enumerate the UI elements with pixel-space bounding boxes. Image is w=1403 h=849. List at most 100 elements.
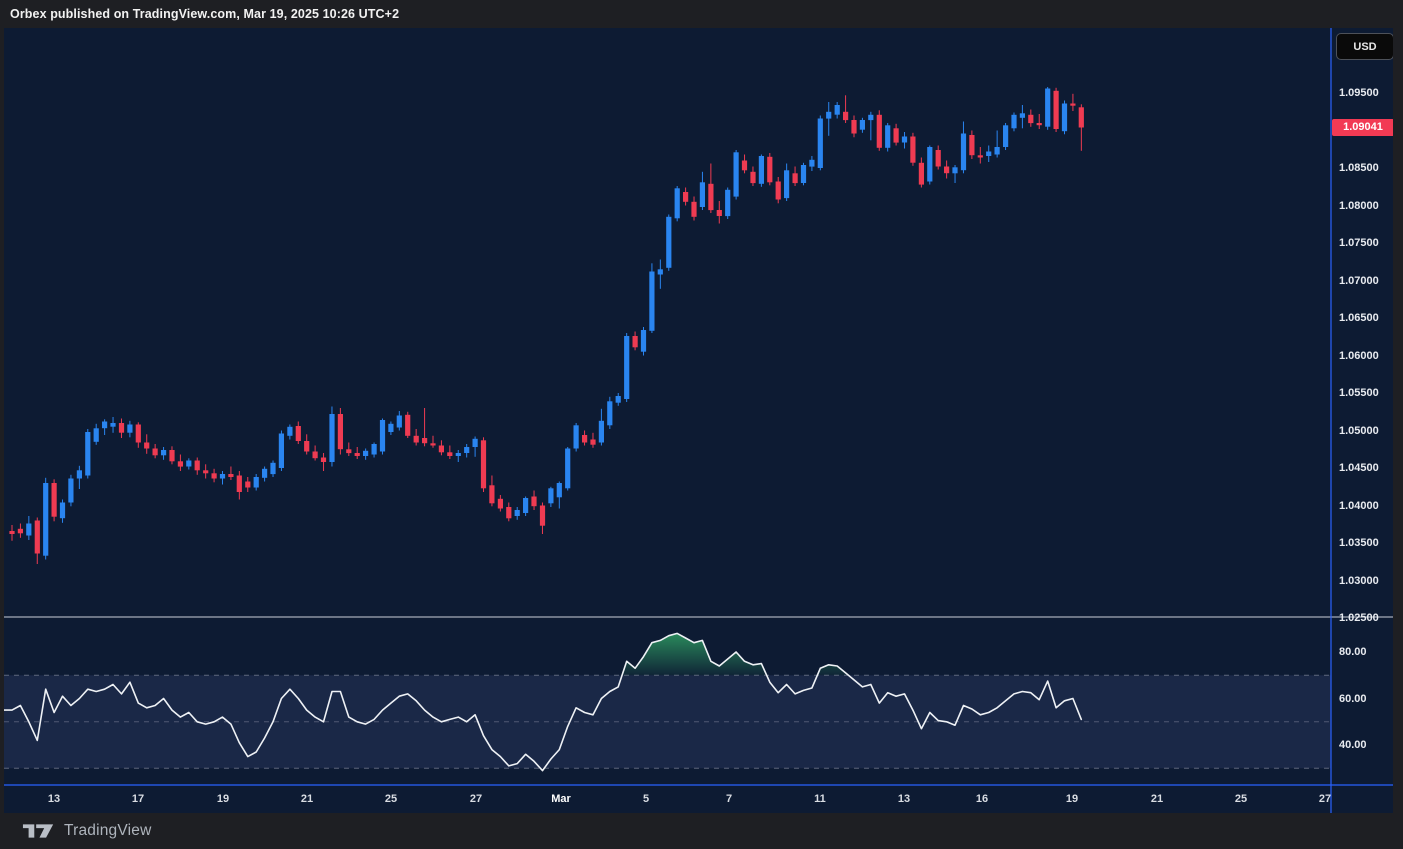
candle	[944, 160, 950, 179]
time-tick: 19	[1065, 793, 1079, 805]
candlestick-chart	[4, 28, 1393, 813]
candle	[161, 447, 167, 460]
candle	[750, 166, 756, 186]
rsi-line	[4, 632, 1083, 772]
candle	[26, 516, 32, 540]
candle	[102, 419, 108, 435]
candle	[607, 396, 613, 429]
candle	[691, 196, 697, 221]
candle	[868, 111, 874, 141]
candle	[632, 331, 638, 351]
candle	[1003, 123, 1009, 150]
candle	[422, 408, 428, 447]
time-tick: 27	[1318, 793, 1332, 805]
candle	[447, 445, 453, 459]
time-tick: 13	[47, 793, 61, 805]
candle	[960, 121, 967, 174]
candle	[994, 130, 1000, 158]
candle	[228, 466, 234, 480]
candle	[337, 408, 343, 455]
candle	[169, 446, 175, 465]
candle	[514, 507, 520, 520]
candle	[573, 423, 579, 452]
candle	[539, 502, 546, 534]
candle	[211, 468, 217, 483]
candle	[329, 406, 335, 467]
candle	[666, 214, 672, 271]
brand-text: TradingView	[64, 822, 152, 839]
rsi-band	[4, 675, 1331, 769]
candle	[809, 156, 815, 171]
chart-canvas[interactable]: 1.09500 1.08500 1.08000 1.07500 1.07000 1.065…	[4, 28, 1393, 813]
time-tick: 7	[725, 793, 733, 805]
candle	[952, 165, 958, 183]
candle	[506, 502, 512, 522]
candle	[733, 150, 739, 200]
candle	[556, 481, 562, 509]
candle	[438, 440, 444, 456]
candle	[901, 132, 908, 149]
time-tick: 25	[384, 793, 398, 805]
candle	[76, 465, 82, 489]
candle	[531, 490, 537, 510]
tradingview-logo-icon[interactable]	[22, 819, 56, 843]
candle	[708, 163, 714, 213]
candle	[1019, 105, 1025, 129]
candle	[135, 422, 141, 448]
price-tick: 1.06500	[1339, 312, 1379, 325]
candle	[624, 333, 630, 402]
candle	[565, 447, 571, 491]
price-tick: 1.06000	[1339, 349, 1379, 362]
rsi-overbought-fill	[817, 664, 849, 676]
price-tick: 1.09500	[1339, 87, 1379, 100]
candle	[843, 95, 849, 123]
candle	[43, 477, 49, 560]
price-tick: 1.04500	[1339, 462, 1379, 475]
candles-series	[9, 87, 1084, 564]
candle	[236, 471, 242, 500]
candle	[472, 436, 478, 457]
candle	[725, 187, 731, 219]
candle	[203, 464, 209, 479]
candle	[320, 453, 327, 471]
candle	[59, 499, 66, 523]
candle	[287, 424, 293, 440]
price-tick: 1.08000	[1339, 199, 1379, 212]
currency-button[interactable]: USD	[1336, 33, 1393, 60]
price-tick: 1.07000	[1339, 274, 1379, 287]
rsi-overbought-fill	[622, 633, 767, 676]
candle	[312, 445, 318, 461]
time-tick: 11	[814, 793, 826, 805]
candle	[1061, 100, 1068, 135]
candle	[405, 411, 411, 438]
candle	[363, 448, 369, 460]
candle	[245, 477, 251, 492]
candle	[935, 145, 941, 170]
candle	[826, 102, 832, 136]
candle	[775, 177, 781, 204]
candle	[9, 525, 15, 541]
price-tick: 1.03000	[1339, 574, 1379, 587]
candle	[430, 435, 436, 448]
candle	[1053, 87, 1059, 132]
candle	[910, 132, 916, 166]
candle	[699, 171, 705, 210]
time-tick: 5	[642, 793, 650, 805]
price-tick: 1.05500	[1339, 387, 1379, 400]
candle	[927, 145, 933, 185]
candle	[986, 145, 992, 162]
candle	[262, 466, 268, 482]
candle	[371, 442, 377, 458]
candle	[767, 153, 773, 186]
time-tick: 27	[469, 793, 483, 805]
candle	[918, 157, 924, 188]
time-tick: 13	[897, 793, 911, 805]
candle	[194, 457, 200, 475]
candle	[68, 474, 74, 507]
candle	[396, 411, 402, 431]
time-tick: Mar	[551, 793, 571, 805]
time-tick: 16	[975, 793, 989, 805]
candle	[413, 429, 419, 446]
candle	[523, 496, 529, 516]
price-tick: 1.05000	[1339, 424, 1379, 437]
